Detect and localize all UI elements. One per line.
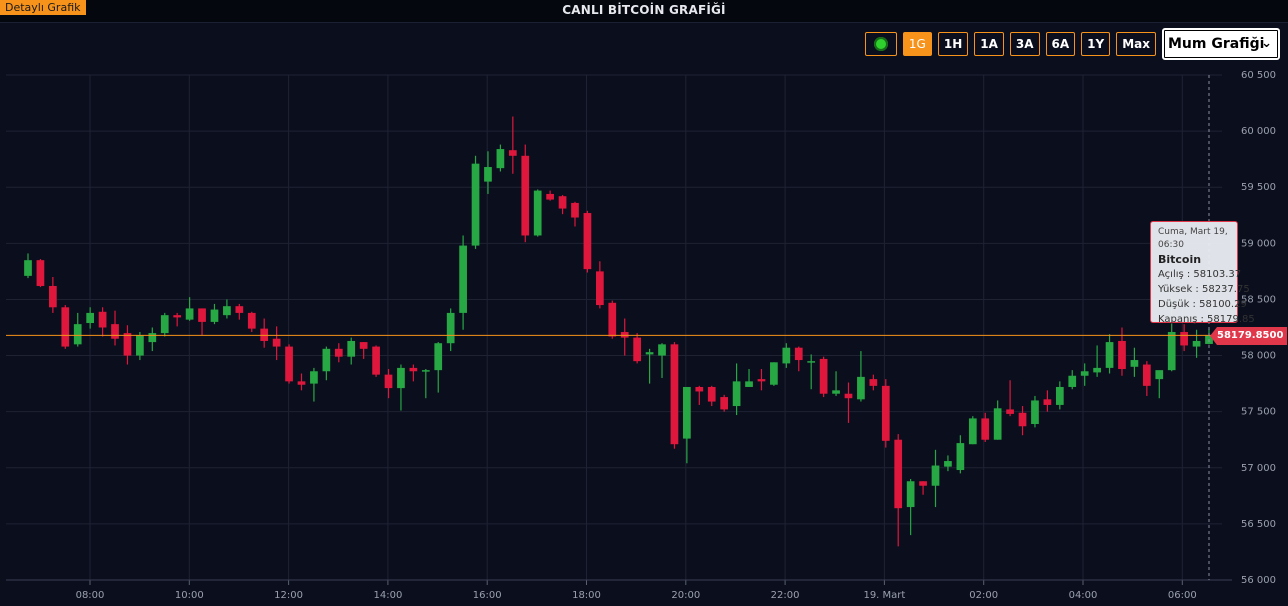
tooltip-time: Cuma, Mart 19, 06:30 [1158,227,1228,250]
header-bar: Detaylı Grafik CANLI BİTCOİN GRAFİĞİ [0,0,1288,22]
chart-panel [0,22,1288,606]
tooltip-low: Düşük : 58100.29 [1158,299,1247,310]
range-button-6a[interactable]: 6A [1045,32,1076,56]
range-button-1g[interactable]: 1G [902,32,932,56]
range-button-1a[interactable]: 1A [974,32,1004,56]
tooltip-open: Açılış : 58103.37 [1158,269,1242,280]
live-indicator-icon [873,37,888,51]
page-title: CANLI BİTCOİN GRAFİĞİ [562,3,726,17]
tooltip-series: Bitcoin [1158,253,1202,266]
range-button-max[interactable]: Max [1116,32,1156,56]
chart-type-select[interactable]: Mum Grafiği ⌄ [1162,28,1280,60]
range-button-1y[interactable]: 1Y [1081,32,1111,56]
tooltip-high: Yüksek : 58237.75 [1158,284,1250,295]
chevron-down-icon: ⌄ [1261,36,1272,51]
candle-tooltip: Cuma, Mart 19, 06:30 Bitcoin Açılış : 58… [1150,221,1255,325]
chart-type-select-value: Mum Grafiği [1168,36,1265,52]
range-button-1h[interactable]: 1H [937,32,969,56]
chart-toolbar: 1G 1H 1A 3A 6A 1Y Max Mum Grafiği ⌄ [864,28,1280,60]
current-price-tag: 58179.8500 [1210,327,1287,345]
range-button-3a[interactable]: 3A [1009,32,1040,56]
detailed-chart-link[interactable]: Detaylı Grafik [0,0,86,15]
live-toggle-button[interactable] [864,32,897,56]
tooltip-close: Kapanış : 58179.85 [1158,314,1255,325]
